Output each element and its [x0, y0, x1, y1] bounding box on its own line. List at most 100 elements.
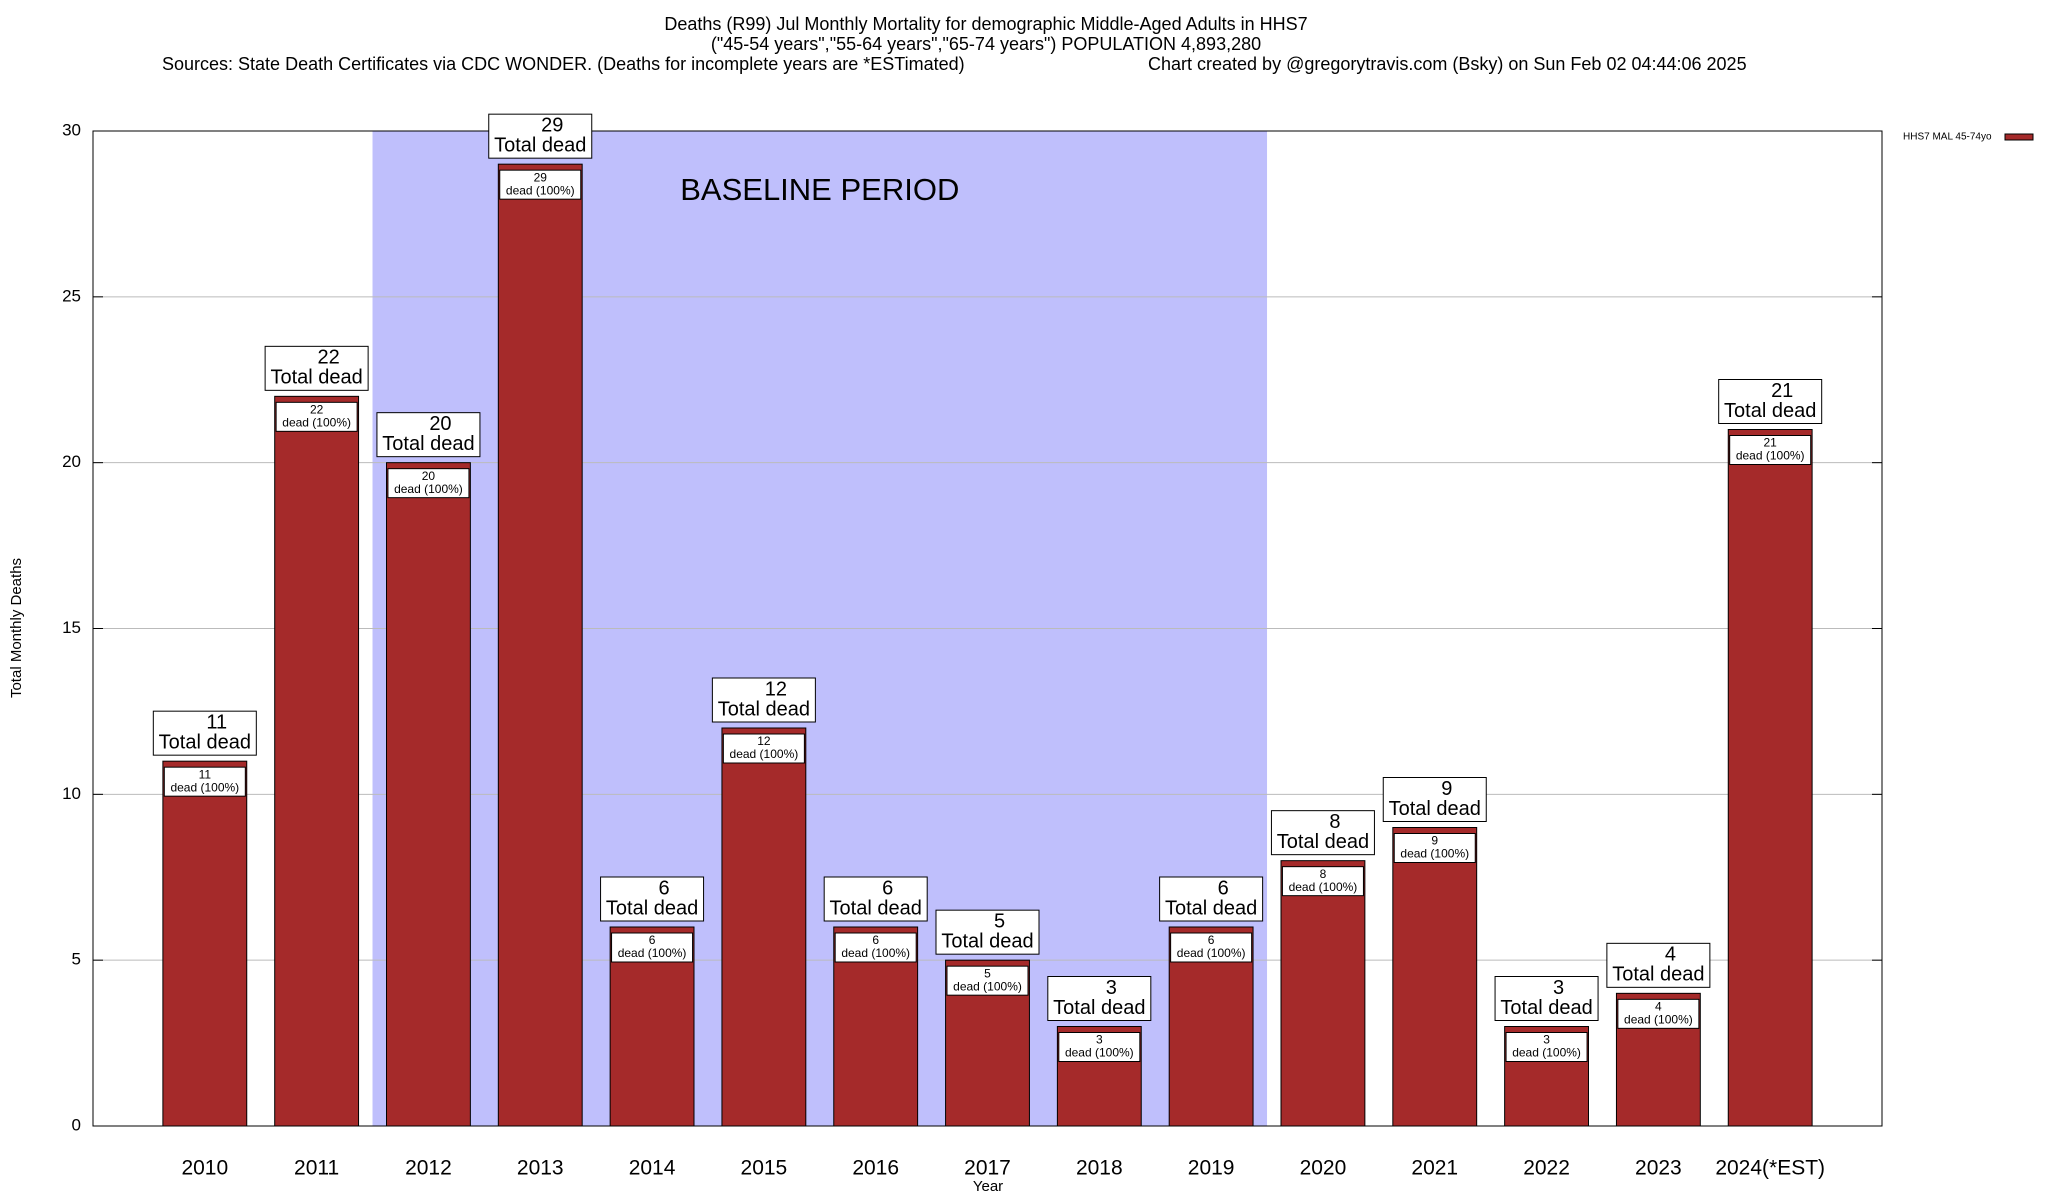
x-tick-label: 2018 — [1076, 1157, 1123, 1180]
top-label-text: Total dead — [830, 897, 922, 919]
y-tick-label: 0 — [72, 1115, 81, 1134]
top-label-box — [600, 876, 705, 922]
inner-value-label: 8 — [1320, 867, 1327, 881]
bar — [1280, 860, 1366, 1127]
legend-swatch — [2004, 133, 2034, 141]
inner-label-box — [1393, 833, 1476, 863]
inner-value-label: 4 — [1655, 1000, 1662, 1014]
top-label-box — [488, 113, 593, 159]
inner-label-box — [611, 932, 694, 963]
x-tick-label: 2024(*EST) — [1715, 1157, 1825, 1180]
top-label-text: Total dead — [941, 930, 1033, 952]
inner-value-label: 21 — [1764, 436, 1778, 450]
bar — [274, 395, 360, 1127]
top-label-text: Total dead — [1165, 897, 1257, 919]
top-label-box — [1718, 379, 1823, 424]
inner-value-label: 6 — [1208, 933, 1215, 947]
top-value-label: 6 — [659, 877, 670, 899]
inner-label-text: dead (100%) — [1400, 847, 1469, 861]
bar — [386, 462, 471, 1127]
x-tick-label: 2010 — [181, 1157, 228, 1180]
top-label-box — [823, 876, 928, 922]
x-axis-label: Year — [973, 1178, 1003, 1195]
top-label-box — [264, 345, 369, 391]
top-label-text: Total dead — [270, 367, 362, 389]
top-label-box — [1159, 876, 1264, 922]
y-tick-label: 10 — [62, 784, 81, 803]
inner-label-text: dead (100%) — [1289, 880, 1358, 894]
top-label-text: Total dead — [606, 897, 698, 919]
inner-label-text: dead (100%) — [282, 416, 351, 430]
top-label-box — [935, 909, 1040, 955]
inner-label-box — [1505, 1032, 1588, 1062]
inner-label-text: dead (100%) — [953, 979, 1022, 993]
top-value-label: 9 — [1441, 778, 1452, 800]
x-tick-label: 2023 — [1635, 1157, 1682, 1180]
x-tick-label: 2019 — [1188, 1157, 1235, 1180]
inner-value-label: 11 — [199, 767, 212, 781]
top-label-text: Total dead — [1724, 400, 1816, 422]
x-tick-label: 2013 — [517, 1157, 564, 1180]
legend-label: HHS7 MAL 45-74yo — [1903, 132, 1992, 143]
top-value-label: 6 — [882, 877, 893, 899]
inner-label-text: dead (100%) — [1177, 946, 1246, 960]
inner-value-label: 20 — [422, 469, 436, 483]
inner-label-box — [1729, 435, 1812, 465]
inner-label-box — [1058, 1032, 1141, 1062]
inner-value-label: 5 — [984, 966, 991, 980]
bar — [1392, 827, 1478, 1127]
top-label-box — [1606, 942, 1711, 988]
bar — [497, 163, 583, 1127]
x-tick-label: 2015 — [741, 1157, 788, 1180]
inner-label-box — [946, 965, 1029, 996]
y-tick-label: 15 — [62, 618, 81, 637]
shaded-region-label: BASELINE PERIOD — [680, 172, 959, 207]
top-label-box — [1270, 810, 1375, 856]
top-label-box — [1047, 976, 1152, 1021]
top-label-text: Total dead — [1277, 831, 1369, 853]
inner-label-text: dead (100%) — [1736, 449, 1805, 463]
bar — [1727, 429, 1813, 1127]
x-tick-label: 2014 — [629, 1157, 676, 1180]
top-label-text: Total dead — [382, 433, 474, 455]
inner-label-text: dead (100%) — [394, 482, 463, 496]
y-tick-label: 5 — [72, 950, 81, 969]
top-label-text: Total dead — [718, 698, 810, 720]
inner-label-box — [275, 401, 358, 432]
top-value-label: 22 — [318, 347, 340, 369]
inner-label-box — [499, 169, 582, 200]
inner-label-text: dead (100%) — [170, 780, 239, 794]
y-axis-label: Total Monthly Deaths — [8, 558, 25, 698]
x-tick-label: 2011 — [294, 1157, 339, 1180]
inner-value-label: 3 — [1543, 1033, 1550, 1047]
top-value-label: 5 — [994, 910, 1005, 932]
inner-label-box — [387, 468, 470, 499]
top-label-text: Total dead — [159, 731, 251, 753]
top-value-label: 3 — [1553, 977, 1564, 999]
inner-label-box — [834, 932, 917, 963]
y-tick-label: 25 — [62, 286, 81, 305]
inner-label-text: dead (100%) — [1512, 1046, 1581, 1060]
x-tick-label: 2012 — [405, 1157, 452, 1180]
top-value-label: 3 — [1106, 977, 1117, 999]
top-label-box — [1494, 976, 1599, 1021]
x-tick-label: 2020 — [1300, 1157, 1347, 1180]
credit: Chart created by @gregorytravis.com (Bsk… — [1148, 54, 1747, 74]
inner-label-box — [1281, 866, 1364, 897]
bar — [721, 727, 807, 1127]
x-tick-label: 2016 — [852, 1157, 899, 1180]
inner-value-label: 22 — [310, 403, 324, 417]
top-label-text: Total dead — [1612, 964, 1704, 986]
top-value-label: 21 — [1771, 380, 1793, 402]
inner-label-box — [1617, 998, 1700, 1029]
inner-value-label: 6 — [872, 933, 879, 947]
x-tick-label: 2022 — [1523, 1157, 1570, 1180]
inner-value-label: 6 — [649, 933, 656, 947]
inner-label-text: dead (100%) — [730, 747, 799, 761]
inner-label-text: dead (100%) — [1065, 1046, 1134, 1060]
bar — [162, 760, 248, 1127]
top-value-label: 12 — [765, 678, 787, 700]
y-tick-label: 30 — [62, 120, 81, 139]
x-tick-label: 2021 — [1411, 1157, 1458, 1180]
top-value-label: 11 — [206, 711, 227, 733]
